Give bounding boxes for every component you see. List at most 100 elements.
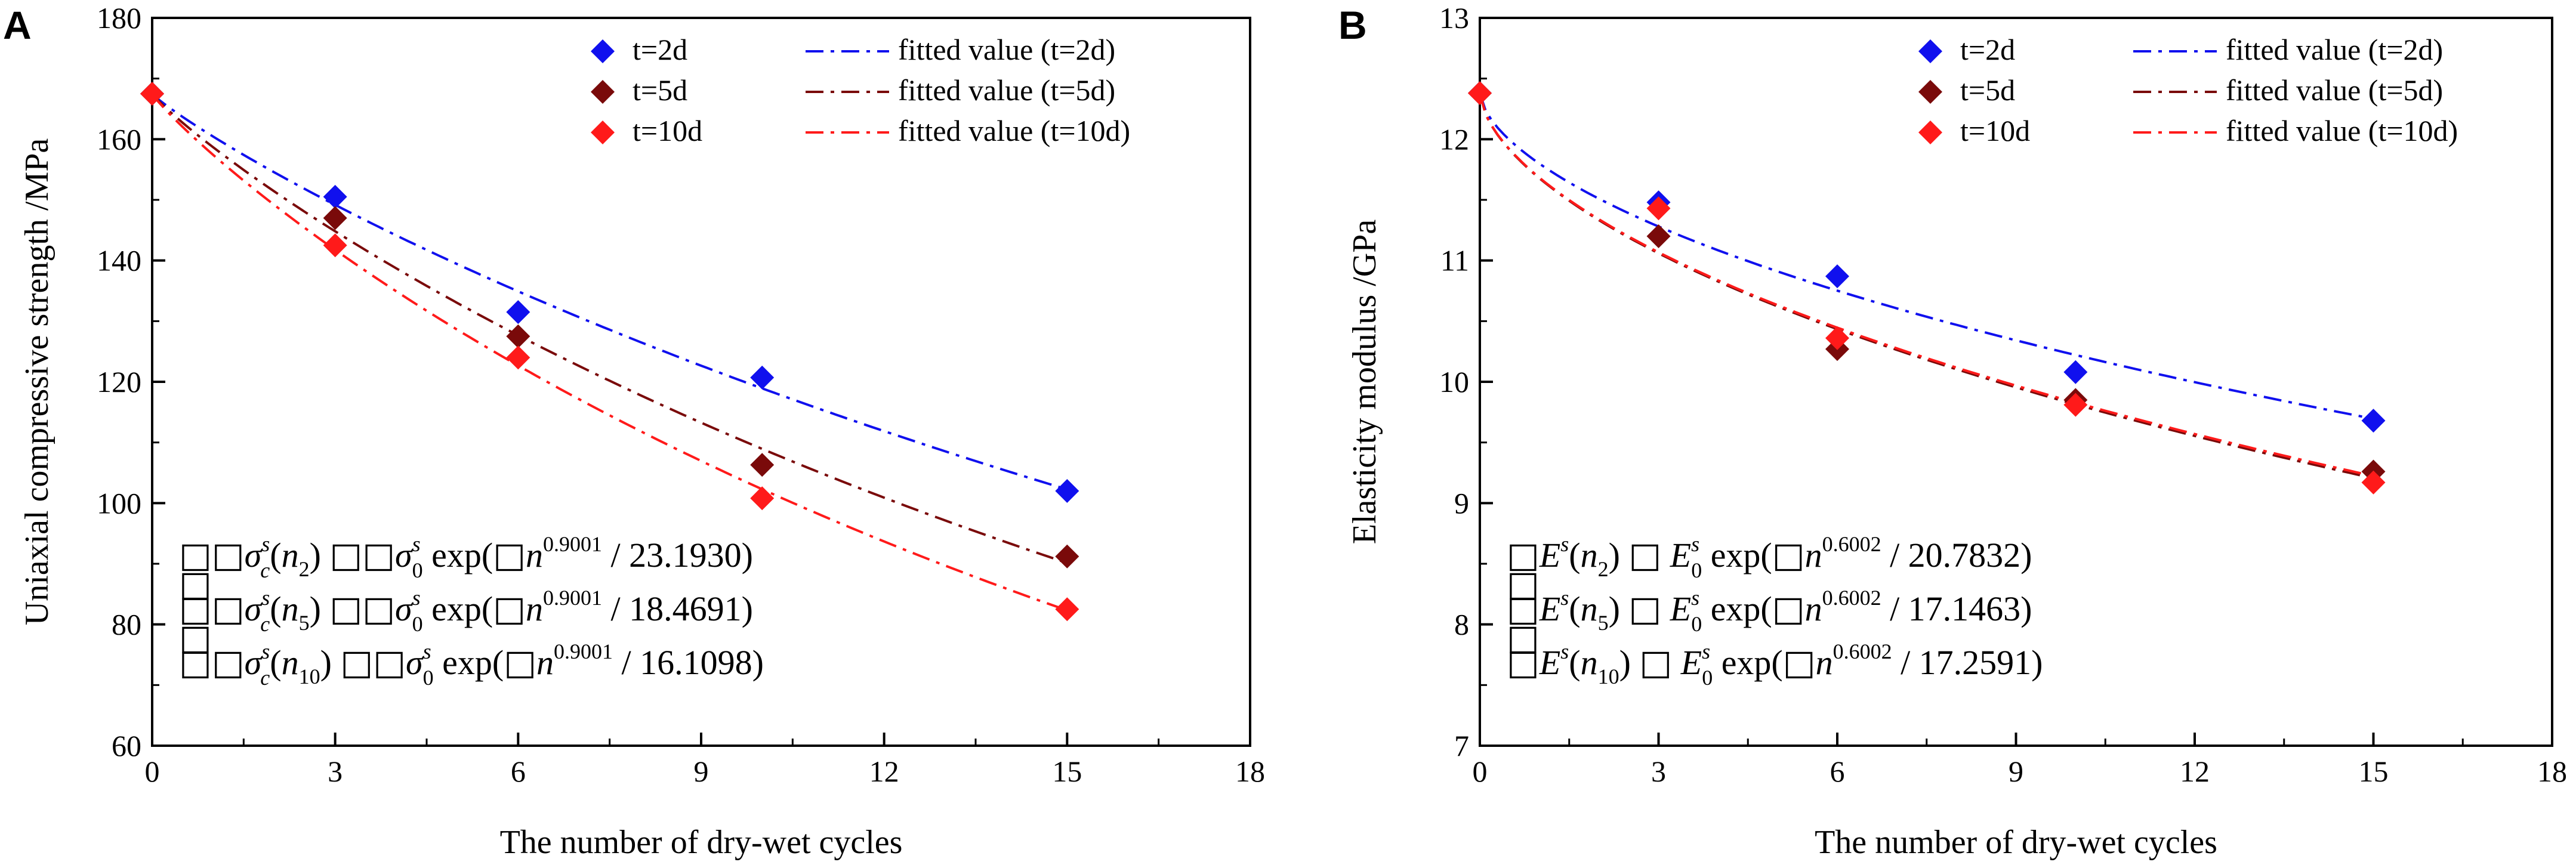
equation-glyph: □ — [212, 535, 245, 575]
equation-sub: c — [260, 612, 270, 636]
legend-label: t=5d — [1960, 73, 2015, 107]
y-tick-label: 9 — [1454, 486, 1469, 520]
equation-glyph: □ — [1772, 588, 1805, 629]
data-point-series-2 — [506, 324, 530, 348]
fitted-curve-3 — [1479, 92, 2374, 477]
x-tick-label: 9 — [2009, 755, 2023, 788]
equation-glyph: □ — [1628, 588, 1661, 629]
y-tick-label: 140 — [97, 244, 141, 277]
equation-exponent: 0.6002 — [1822, 586, 1881, 610]
equation-paren: ( — [270, 643, 281, 682]
equation-var: σ — [245, 536, 263, 574]
equation: □Es(n5) □ Es 0 exp(□n0.6002 / 17.1463) — [1507, 586, 2032, 636]
x-tick-label: 15 — [1052, 755, 1082, 788]
equation-exponent: 0.9001 — [543, 586, 602, 610]
y-axis-title: Uniaxial compressive strength /MPa — [18, 138, 55, 626]
equation-sub: 2 — [299, 557, 310, 581]
data-point-series-3 — [1468, 81, 1492, 106]
equation-func: exp( — [1702, 536, 1772, 574]
data-point-series-2 — [1055, 544, 1079, 569]
x-tick-label: 15 — [2359, 755, 2389, 788]
equation-var: n — [536, 643, 554, 682]
legend-label: fitted value (t=5d) — [898, 73, 1115, 107]
equation-var: n — [526, 536, 543, 574]
legend-label: t=10d — [633, 114, 702, 147]
legend-marker — [1918, 80, 1942, 104]
x-axis-title: The number of dry-wet cycles — [500, 824, 903, 861]
x-axis-title: The number of dry-wet cycles — [1815, 824, 2217, 861]
equation-glyph: □ — [179, 535, 212, 575]
equation-divisor: / 23.1930) — [602, 536, 753, 574]
equation-sub: 0 — [1702, 666, 1713, 690]
equation-glyph: □ — [1639, 642, 1672, 682]
y-tick-label: 10 — [1439, 365, 1469, 399]
legend: t=2d t=5d t=10d fitted value (t=2d) fitted v… — [1918, 33, 2458, 147]
equation-paren: ) — [320, 643, 341, 682]
equation-func: exp( — [1713, 643, 1783, 682]
equation-glyph: □ — [1507, 588, 1540, 629]
y-tick-label: 180 — [97, 1, 141, 35]
equation-var: n — [526, 589, 543, 628]
data-point-series-3 — [1646, 196, 1671, 221]
y-tick-label: 120 — [97, 365, 141, 399]
equation-paren: ) — [310, 589, 330, 628]
equation-paren: ) — [1609, 589, 1629, 628]
y-tick-label: 8 — [1454, 608, 1469, 641]
y-tick-label: 100 — [97, 486, 141, 520]
equation-glyph: □ — [179, 588, 212, 629]
legend-label: fitted value (t=2d) — [898, 33, 1115, 66]
legend-marker — [591, 39, 615, 63]
equation-exponent: 0.6002 — [1822, 532, 1881, 556]
data-point-series-3 — [1825, 326, 1849, 350]
x-tick-label: 18 — [2537, 755, 2567, 788]
equation-sub: 2 — [1598, 557, 1609, 581]
equation-var: E — [1539, 536, 1560, 574]
equation-glyph: □ — [362, 535, 395, 575]
y-tick-label: 7 — [1454, 729, 1469, 762]
y-tick-label: 80 — [112, 608, 141, 641]
equation-var: n — [1581, 536, 1598, 574]
data-point-series-1 — [1825, 264, 1849, 289]
equation-glyph: □ — [329, 535, 362, 575]
x-tick-label: 0 — [145, 755, 160, 788]
equation-paren: ) — [310, 536, 330, 574]
equation-space — [1661, 589, 1670, 628]
panel-label: A — [3, 3, 32, 47]
data-point-series-1 — [2063, 360, 2088, 384]
legend-label: fitted value (t=2d) — [2226, 33, 2443, 66]
equation: □Es(n2) □ Es 0 exp(□n0.6002 / 20.7832) — [1507, 532, 2032, 582]
equation-glyph: □ — [1772, 535, 1805, 575]
equation-sup: s — [1560, 586, 1569, 610]
x-tick-label: 9 — [694, 755, 709, 788]
data-point-series-3 — [2361, 470, 2386, 495]
chart-panel-b: B 0 3 6 9 12 15 18 7 8 9 10 11 12 13 The number of dry-… — [1338, 1, 2567, 861]
equation-glyph: □ — [212, 588, 245, 629]
equation-divisor: / 20.7832) — [1881, 536, 2032, 574]
equation-var: σ — [245, 589, 263, 628]
y-tick-label: 12 — [1439, 122, 1469, 156]
equation-sup: s — [1702, 640, 1710, 663]
equation: □□σs c(n10) □□σs 0 exp(□n0.9001 / 16.1098) — [179, 640, 764, 690]
equation-var: σ — [245, 643, 263, 682]
legend: t=2d t=5d t=10d fitted value (t=2d) fitted v… — [591, 33, 1130, 147]
equation-block: □□σs c(n2) □□σs 0 exp(□n0.9001 / 23.1930)□… — [179, 532, 764, 690]
x-tick-label: 6 — [1830, 755, 1845, 788]
equation-paren: ) — [1609, 536, 1629, 574]
equation-glyph: □ — [212, 642, 245, 682]
equation-exponent: 0.9001 — [554, 640, 613, 663]
equation-sup: s — [261, 532, 270, 556]
equation-func: exp( — [423, 589, 493, 628]
equation-sub: 10 — [1598, 665, 1619, 688]
legend-label: t=2d — [1960, 33, 2015, 66]
panel-label: B — [1338, 3, 1367, 47]
equation: □□σs c(n2) □□σs 0 exp(□n0.9001 / 23.1930) — [179, 532, 753, 582]
fitted-curve-1 — [1479, 92, 2374, 420]
equation-glyph: □ — [340, 642, 373, 682]
equation-var: E — [1539, 589, 1560, 628]
equation-var: E — [1670, 589, 1691, 628]
equation-paren: ( — [1569, 536, 1580, 574]
equation-glyph: □ — [1507, 617, 1540, 657]
equation-space — [1661, 536, 1670, 574]
equation-var: σ — [395, 589, 414, 628]
